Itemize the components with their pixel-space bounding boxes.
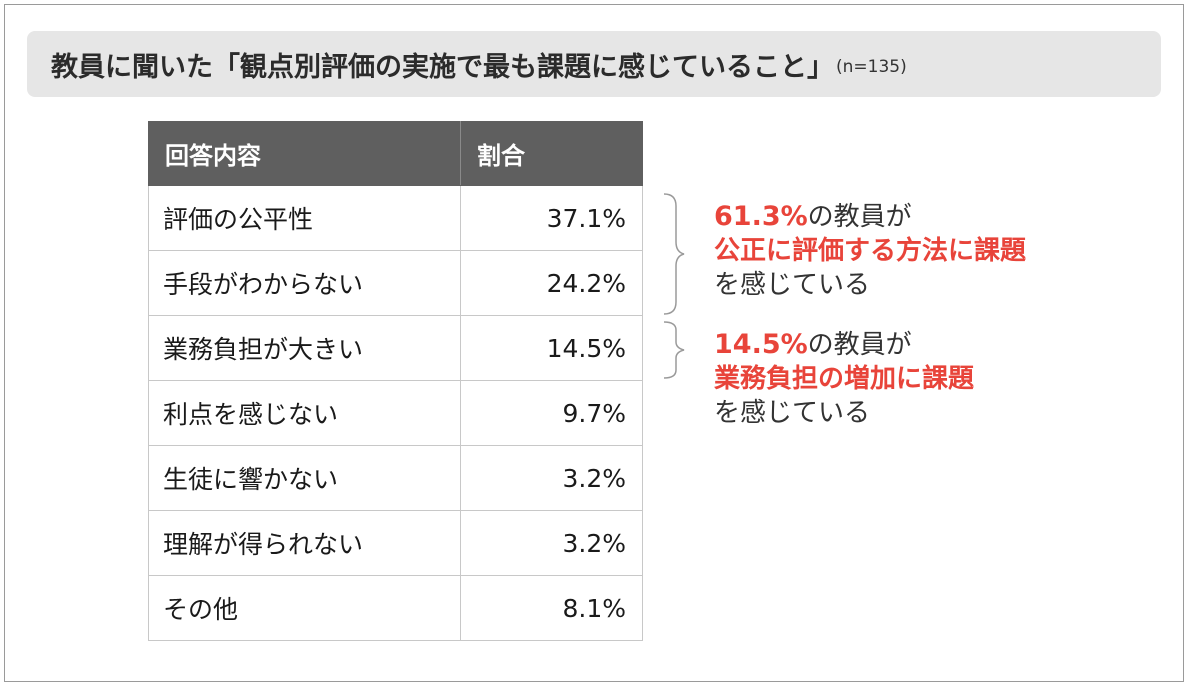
table-row: 利点を感じない 9.7% [148,380,643,446]
table-header-row: 回答内容 割合 [148,121,643,186]
row-label: 評価の公平性 [148,185,461,251]
sample-size: (n=135) [836,57,907,77]
header-answer: 回答内容 [148,121,461,186]
annotation-line: 14.5%の教員が [714,328,974,362]
brace-icon-2 [663,321,685,379]
brace-group [663,193,685,379]
survey-table: 回答内容 割合 評価の公平性 37.1% 手段がわからない 24.2% 業務負担が大きい… [148,121,643,641]
row-label: 理解が得られない [148,510,461,576]
row-label: 業務負担が大きい [148,315,461,381]
row-value: 9.7% [460,380,643,446]
table-row: 理解が得られない 3.2% [148,510,643,576]
annotation-percent: 61.3% [714,201,808,232]
annotation-text: を感じている [714,398,871,428]
table-row: 手段がわからない 24.2% [148,250,643,316]
annotation-line: 61.3%の教員が [714,200,1026,234]
annotation-text: の教員が [807,330,912,360]
row-label: その他 [148,575,461,641]
table-row: 評価の公平性 37.1% [148,185,643,251]
table-body: 評価の公平性 37.1% 手段がわからない 24.2% 業務負担が大きい 14.5% 利点を… [148,185,643,641]
annotation-fairness: 61.3%の教員が 公正に評価する方法に課題 を感じている [714,200,1026,302]
row-label: 手段がわからない [148,250,461,316]
annotation-highlight: 業務負担の増加に課題 [714,364,975,394]
annotation-text: の教員が [807,202,912,232]
page-title: 教員に聞いた「観点別評価の実施で最も課題に感じていること」 [51,51,834,83]
row-label: 生徒に響かない [148,445,461,511]
row-value: 8.1% [460,575,643,641]
header-rate: 割合 [460,121,643,186]
title-bar: 教員に聞いた「観点別評価の実施で最も課題に感じていること」 (n=135) [27,31,1161,97]
annotation-highlight: 公正に評価する方法に課題 [714,236,1027,266]
annotation-text: を感じている [714,270,871,300]
row-value: 14.5% [460,315,643,381]
brace-icon-1 [663,193,685,315]
table-row: 業務負担が大きい 14.5% [148,315,643,381]
row-value: 3.2% [460,510,643,576]
row-value: 24.2% [460,250,643,316]
table-row: その他 8.1% [148,575,643,641]
annotation-percent: 14.5% [714,329,808,360]
row-value: 37.1% [460,185,643,251]
annotation-workload: 14.5%の教員が 業務負担の増加に課題 を感じている [714,328,974,430]
table-row: 生徒に響かない 3.2% [148,445,643,511]
row-label: 利点を感じない [148,380,461,446]
row-value: 3.2% [460,445,643,511]
